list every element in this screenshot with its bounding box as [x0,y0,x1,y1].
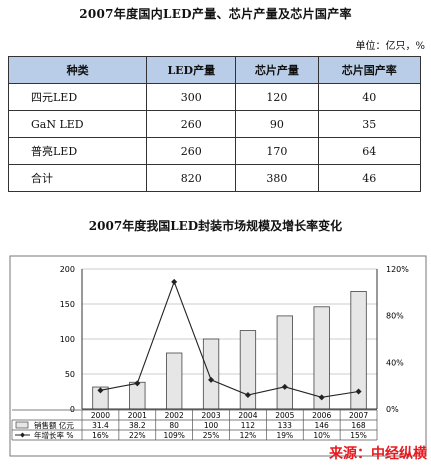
line-point [281,383,288,390]
table-header-row: 种类 LED产量 芯片产量 芯片国产率 [7,56,422,84]
data-label: 15% [350,431,367,440]
data-label: 22% [129,431,146,440]
table-cell: 90 [235,110,319,138]
legend-label: 年增长率 % [34,430,74,440]
table-row: 合计 820 380 46 [7,164,422,192]
y-tick-label-right: 0% [386,405,399,414]
data-label: 12% [240,431,257,440]
x-tick-label: 2006 [312,411,331,420]
line-point [134,380,141,387]
table-cell: 260 [146,137,237,165]
x-tick-label: 2004 [238,411,257,420]
table-cell: GaN LED [7,110,148,138]
table-title: 2007年度国内LED产量、芯片产量及芯片国产率 [79,7,352,21]
bar [166,352,183,410]
data-label: 16% [92,431,109,440]
x-tick-label: 2002 [165,411,184,420]
table-cell: 35 [317,110,422,138]
x-tick-label: 2003 [202,411,221,420]
x-tick-label: 2000 [91,411,110,420]
table-cell: 合计 [7,164,148,192]
legend-swatch-bar [15,421,29,429]
line-point [318,394,325,401]
x-tick-label: 2001 [128,411,147,420]
y-tick-label-left: 100 [60,335,75,344]
data-label: 19% [276,431,293,440]
led-production-table: 种类 LED产量 芯片产量 芯片国产率 四元LED 300 120 40 GaN… [7,56,422,192]
y-tick-label-right: 120% [386,265,409,274]
y-tick-label-right: 80% [386,312,404,321]
column-header: 芯片产量 [235,56,319,84]
table-row: GaN LED 260 90 35 [7,110,422,138]
y-tick-label-left: 50 [65,370,75,379]
legend-label: 销售额 亿元 [34,420,74,430]
table-cell: 260 [146,110,237,138]
data-label: 80 [169,421,179,430]
x-tick-label: 2007 [349,411,368,420]
data-label: 146 [315,421,330,430]
line-point [355,388,362,395]
table-cell: 820 [146,164,237,192]
column-header: LED产量 [146,56,237,84]
table-cell: 120 [235,83,319,111]
data-label: 31.4 [92,421,109,430]
line-point [97,387,104,394]
table-cell: 300 [146,83,237,111]
bar [313,306,330,410]
table-row: 普亮LED 260 170 64 [7,137,422,165]
y-tick-label-right: 40% [386,358,404,367]
data-label: 112 [241,421,256,430]
table-cell: 64 [317,137,422,165]
data-label: 133 [278,421,293,430]
bar [276,315,293,410]
data-label: 109% [163,431,184,440]
table-cell: 普亮LED [7,137,148,165]
line-point [171,278,178,285]
table-row: 四元LED 300 120 40 [7,83,422,111]
data-label: 100 [204,421,219,430]
y-tick-label-left: 200 [60,265,75,274]
x-tick-label: 2005 [275,411,294,420]
data-label: 168 [351,421,366,430]
table-cell: 380 [235,164,319,192]
column-header: 种类 [7,56,148,84]
table-cell: 170 [235,137,319,165]
bar [202,338,220,410]
column-header: 芯片国产率 [317,56,422,84]
data-label: 38.2 [129,421,146,430]
growth-rate-line [100,280,359,398]
line-point [208,376,215,383]
data-label: 25% [203,431,220,440]
y-tick-label-left: 150 [60,300,75,309]
table-cell: 40 [317,83,422,111]
y-tick-label-left: 0 [70,405,75,414]
unit-note: 单位：亿只，% [355,41,425,52]
line-point [244,392,251,398]
source-note: 来源：中经纵横 [329,446,427,462]
legend-swatch-marker [20,432,25,438]
table-cell: 46 [317,164,422,192]
table-cell: 四元LED [7,83,148,111]
chart-title: 2007年度我国LED封装市场规模及增长率变化 [88,219,343,233]
data-label: 10% [313,431,330,440]
